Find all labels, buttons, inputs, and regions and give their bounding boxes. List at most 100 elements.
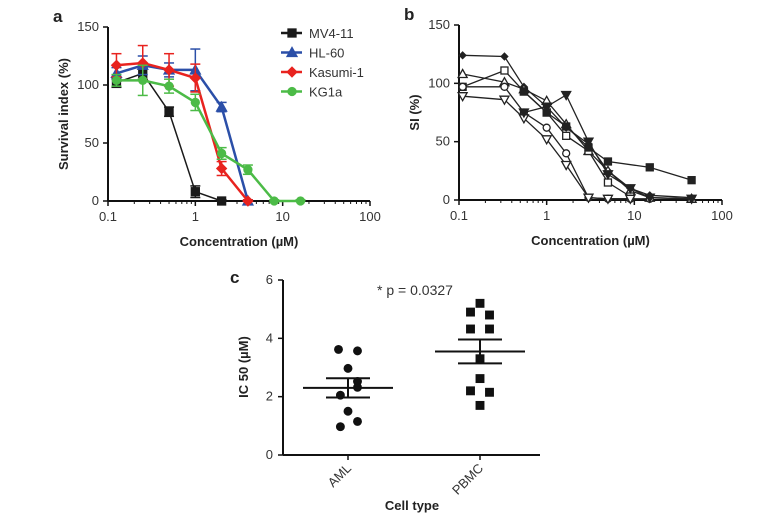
marker-diamond xyxy=(286,66,298,78)
legend-item: KG1a xyxy=(281,85,343,100)
marker-inverted-triangle xyxy=(602,170,614,181)
panel-b: b 0 50 100 150 0.1 1 10 100 Concentration (µM) SI … xyxy=(404,5,733,248)
marker-inverted-triangle xyxy=(518,108,530,119)
series-kg1a xyxy=(111,64,306,206)
marker-circle xyxy=(500,82,509,91)
marker-circle xyxy=(216,148,227,159)
marker-circle xyxy=(334,344,343,354)
legend-label: HL-60 xyxy=(309,46,344,61)
y-tick-label: 150 xyxy=(428,17,450,32)
marker-square xyxy=(519,87,529,96)
legend-label: Kasumi-1 xyxy=(309,65,364,80)
marker-circle xyxy=(353,346,362,356)
marker-square xyxy=(645,163,654,172)
y-tick-label: 50 xyxy=(85,135,99,150)
marker-inverted-triangle xyxy=(624,194,636,205)
panel-c: c 0 2 4 6 AML PBMC Cell type IC 50 (µM) * p = 0.0… xyxy=(230,268,540,513)
marker-square xyxy=(466,324,475,334)
x-axis-label: Concentration (µM) xyxy=(180,234,299,249)
y-tick-label: 4 xyxy=(266,330,273,345)
marker-inverted-triangle xyxy=(541,135,553,146)
legend-item: MV4-11 xyxy=(281,26,354,41)
marker-square xyxy=(475,400,485,410)
marker-inverted-triangle xyxy=(560,90,572,101)
marker-circle xyxy=(164,81,174,91)
marker-square xyxy=(287,28,297,38)
y-tick-label: 0 xyxy=(92,193,99,208)
y-tick-label: 150 xyxy=(77,19,99,34)
x-tick-label: 10 xyxy=(627,208,641,223)
marker-square xyxy=(475,374,485,384)
y-tick-label: 100 xyxy=(77,77,99,92)
marker-triangle xyxy=(285,46,299,58)
series-line xyxy=(462,69,631,198)
y-tick-label: 2 xyxy=(266,389,273,404)
y-tick-label: 100 xyxy=(428,75,450,90)
marker-inverted-triangle xyxy=(685,194,698,205)
marker-inverted-triangle xyxy=(582,137,595,148)
marker-circle xyxy=(542,123,551,132)
marker-diamond xyxy=(458,51,467,60)
marker-triangle xyxy=(215,100,228,112)
series-sample-6 xyxy=(457,92,636,205)
series-sample-7 xyxy=(518,90,698,205)
marker-square xyxy=(466,386,475,396)
marker-inverted-triangle xyxy=(624,184,636,195)
x-tick-label: 100 xyxy=(711,208,733,223)
marker-square xyxy=(466,307,475,317)
marker-square xyxy=(475,298,485,308)
x-axis-label: Concentration (µM) xyxy=(531,233,650,248)
x-tick-label: AML xyxy=(325,461,355,491)
p-value-annotation: * p = 0.0327 xyxy=(377,282,453,298)
marker-square xyxy=(500,66,509,75)
marker-circle xyxy=(562,149,571,158)
panel-a: a 0 50 100 150 0.1 1 10 100 Concentration (µM) Sur… xyxy=(53,7,381,249)
panel-label: a xyxy=(53,7,63,26)
marker-circle xyxy=(138,75,148,86)
marker-square xyxy=(164,107,174,117)
marker-inverted-triangle xyxy=(457,92,469,102)
marker-circle xyxy=(111,75,122,86)
legend-label: KG1a xyxy=(309,85,343,100)
marker-diamond xyxy=(189,72,202,84)
marker-square xyxy=(603,157,613,166)
legend-item: Kasumi-1 xyxy=(281,65,364,80)
marker-circle xyxy=(458,82,467,91)
marker-circle xyxy=(343,363,353,373)
marker-inverted-triangle xyxy=(644,193,656,204)
y-tick-label: 6 xyxy=(266,272,273,287)
marker-square xyxy=(485,310,494,320)
marker-circle xyxy=(353,417,362,426)
marker-square xyxy=(485,387,494,397)
marker-square xyxy=(190,187,200,197)
x-tick-label: 0.1 xyxy=(450,208,468,223)
marker-inverted-triangle xyxy=(582,193,595,204)
series-line xyxy=(116,79,301,203)
marker-circle xyxy=(190,97,200,108)
x-tick-label: 1 xyxy=(192,209,199,224)
legend-label: MV4-11 xyxy=(309,26,354,41)
y-axis-label: IC 50 (µM) xyxy=(236,336,251,398)
marker-square xyxy=(562,131,571,140)
marker-triangle xyxy=(457,68,469,79)
marker-square xyxy=(485,324,494,334)
series-sample-4 xyxy=(519,87,696,185)
marker-circle xyxy=(287,86,297,97)
y-tick-label: 0 xyxy=(266,447,273,462)
marker-diamond xyxy=(500,52,509,61)
marker-diamond xyxy=(110,59,123,71)
x-axis-label: Cell type xyxy=(385,498,439,513)
marker-diamond xyxy=(215,162,228,175)
x-tick-label: PBMC xyxy=(449,461,486,498)
group-aml xyxy=(303,344,393,432)
marker-inverted-triangle xyxy=(541,102,553,113)
marker-diamond xyxy=(242,195,254,207)
marker-diamond xyxy=(163,64,175,76)
marker-circle xyxy=(335,422,345,432)
y-axis-label: Survival index (%) xyxy=(56,58,71,170)
series-line xyxy=(116,63,250,202)
x-tick-label: 10 xyxy=(275,209,289,224)
marker-inverted-triangle xyxy=(560,160,572,171)
x-tick-label: 0.1 xyxy=(99,209,117,224)
group-pbmc xyxy=(435,298,525,410)
